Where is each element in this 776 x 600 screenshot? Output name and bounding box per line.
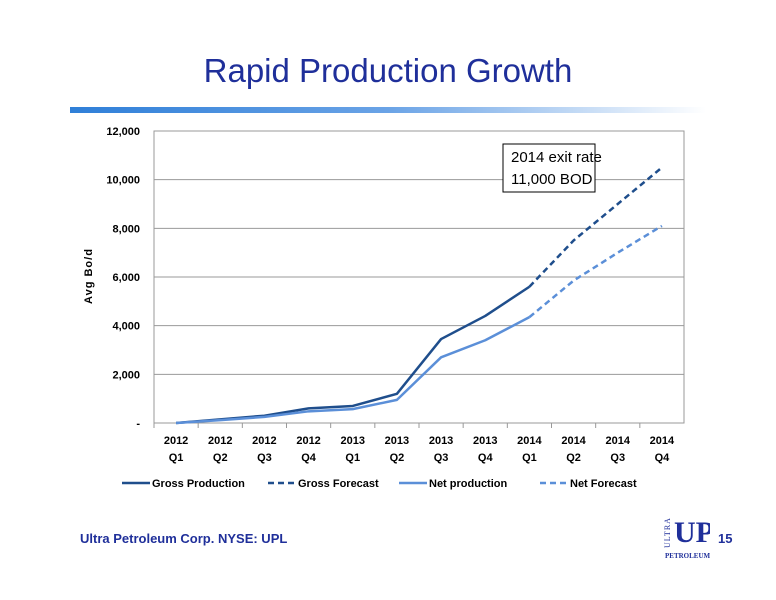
x-tick-label-quarter: Q2 [213,452,228,464]
x-tick-label-quarter: Q3 [434,452,449,464]
x-tick-label-quarter: Q4 [478,452,494,464]
title-underline [70,107,706,113]
x-tick-label-year: 2013 [341,435,365,447]
x-tick-label-quarter: Q4 [655,452,671,464]
slide-title: Rapid Production Growth [203,52,573,89]
exit-rate-annotation: 2014 exit rate 11,000 BOD [502,143,602,193]
x-tick-label-year: 2014 [606,435,631,447]
x-tick-label-quarter: Q3 [257,452,272,464]
page-number: 15 [718,531,733,546]
annotation-line-2: 11,000 BOD [511,171,593,188]
gross-production-line [175,285,531,425]
annotation-line-1: 2014 exit rate [511,149,602,166]
y-tick-label: 4,000 [112,321,140,333]
x-tick-label-year: 2012 [208,435,232,447]
x-tick-label-year: 2014 [517,435,542,447]
x-tick-label-year: 2012 [164,435,188,447]
x-tick-label-year: 2013 [473,435,497,447]
y-tick-labels: - 2,000 4,000 6,000 8,000 10,000 12,000 [106,126,140,430]
net-production-line [176,316,530,425]
legend-label: Net Forecast [570,478,637,490]
y-tick-label: - [136,418,140,430]
x-tick-label-year: 2013 [385,435,409,447]
x-tick-label-year: 2013 [429,435,453,447]
y-axis-label: Avg Bo/d [83,248,95,304]
legend-label: Net production [429,478,507,490]
footer-company: Ultra Petroleum Corp. NYSE: UPL [80,531,288,546]
net-forecast-line [528,224,663,319]
x-tick-label-quarter: Q4 [301,452,317,464]
y-tick-label: 10,000 [106,175,140,187]
x-tick-label-quarter: Q1 [522,452,537,464]
logo-ultra-text: ULTRA [663,517,672,548]
gridlines [154,179,684,375]
ultra-petroleum-logo: ULTRA UP PETROLEUM [660,504,710,562]
y-tick-label: 8,000 [112,223,140,235]
x-tick-label-quarter: Q2 [566,452,581,464]
x-tick-label-quarter: Q2 [390,452,405,464]
legend-label: Gross Forecast [298,478,379,490]
y-tick-label: 6,000 [112,272,140,284]
legend: Gross Production Gross Forecast Net produc… [122,478,637,490]
y-tick-label: 12,000 [106,126,140,138]
logo-up-text: UP [674,516,710,549]
x-tick-labels: 2012 Q1 2012 Q2 2012 Q3 2012 Q4 2013 Q1 2013 Q2 2013… [153,423,675,464]
annotation-box [502,143,596,193]
legend-label: Gross Production [152,478,245,490]
logo-petroleum-text: PETROLEUM [665,552,710,560]
x-tick-label-quarter: Q1 [345,452,360,464]
x-tick-label-year: 2014 [561,435,586,447]
x-tick-label-quarter: Q3 [610,452,625,464]
x-tick-label-quarter: Q1 [169,452,184,464]
x-tick-label-year: 2014 [650,435,675,447]
x-tick-label-year: 2012 [252,435,276,447]
y-tick-label: 2,000 [112,369,140,381]
x-tick-label-year: 2012 [296,435,320,447]
gross-forecast-line [528,166,663,288]
series-lines [175,166,663,425]
